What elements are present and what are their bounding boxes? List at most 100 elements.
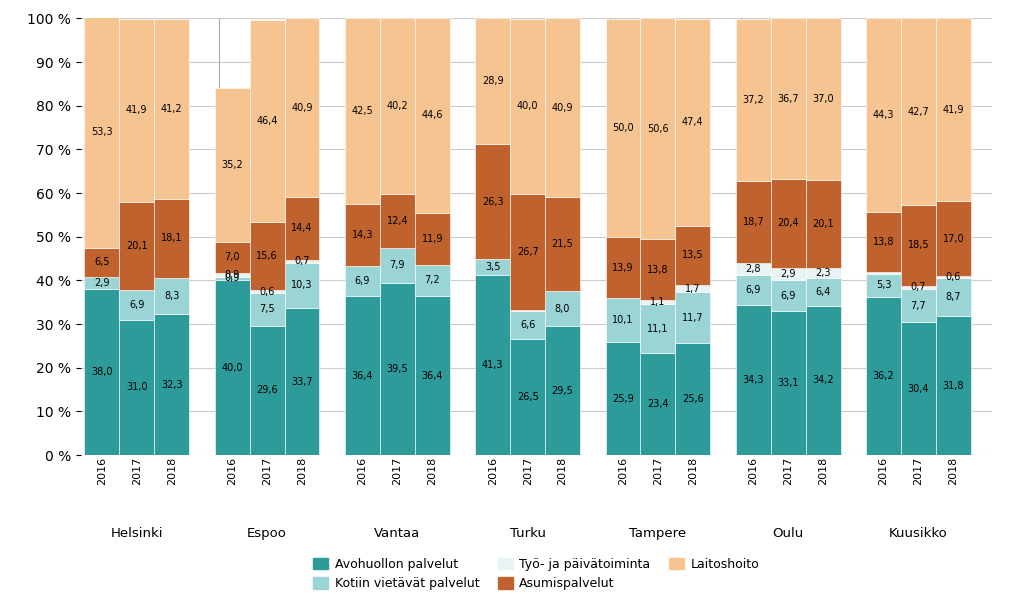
- Text: 50,0: 50,0: [612, 123, 633, 133]
- Bar: [735, 275, 770, 305]
- Text: 42,5: 42,5: [351, 106, 373, 116]
- Text: 40,0: 40,0: [517, 101, 538, 111]
- Text: Turku: Turku: [510, 527, 545, 541]
- Text: 2,3: 2,3: [815, 268, 830, 278]
- Text: 11,7: 11,7: [681, 313, 703, 323]
- Text: 41,9: 41,9: [126, 105, 148, 116]
- Text: 36,4: 36,4: [422, 371, 443, 381]
- Text: 0,9: 0,9: [224, 269, 240, 280]
- Text: 31,0: 31,0: [126, 383, 148, 392]
- Text: 6,6: 6,6: [520, 320, 535, 330]
- Text: 31,8: 31,8: [941, 381, 963, 391]
- Bar: [415, 213, 449, 264]
- Text: 17,0: 17,0: [941, 234, 963, 244]
- Bar: [545, 197, 579, 291]
- Bar: [119, 202, 154, 290]
- Text: 29,5: 29,5: [551, 386, 573, 395]
- Bar: [865, 297, 900, 455]
- Text: 39,5: 39,5: [386, 364, 407, 374]
- Bar: [865, 274, 900, 297]
- Bar: [935, 278, 970, 316]
- Text: 25,6: 25,6: [681, 394, 703, 404]
- Text: 29,6: 29,6: [256, 386, 278, 395]
- Bar: [475, 18, 510, 144]
- Text: 20,1: 20,1: [812, 219, 833, 229]
- Bar: [284, 197, 319, 260]
- Text: 32,3: 32,3: [161, 379, 182, 389]
- Text: 36,7: 36,7: [776, 93, 799, 103]
- Text: 44,3: 44,3: [871, 110, 894, 120]
- Text: 36,2: 36,2: [871, 371, 894, 381]
- Bar: [900, 18, 935, 205]
- Text: 8,0: 8,0: [554, 304, 569, 314]
- Bar: [415, 264, 449, 296]
- Text: 2,8: 2,8: [745, 264, 760, 274]
- Bar: [674, 19, 710, 226]
- Bar: [214, 272, 250, 277]
- Text: 5,3: 5,3: [875, 280, 891, 290]
- Bar: [154, 199, 189, 278]
- Text: 34,3: 34,3: [742, 375, 763, 385]
- Bar: [379, 283, 415, 455]
- Text: 40,0: 40,0: [221, 363, 243, 373]
- Text: 10,3: 10,3: [291, 280, 312, 290]
- Text: 44,6: 44,6: [422, 110, 443, 121]
- Text: 0,7: 0,7: [910, 282, 925, 292]
- Text: 6,5: 6,5: [94, 257, 109, 268]
- Text: Espoo: Espoo: [247, 527, 287, 541]
- Text: 40,9: 40,9: [551, 103, 572, 113]
- Bar: [900, 205, 935, 286]
- Legend: Avohuollon palvelut, Kotiin vietävät palvelut, Työ- ja päivätoiminta, Asumispalv: Avohuollon palvelut, Kotiin vietävät pal…: [308, 553, 763, 595]
- Bar: [510, 194, 545, 310]
- Bar: [84, 15, 119, 248]
- Bar: [284, 18, 319, 197]
- Bar: [475, 260, 510, 275]
- Text: 40,9: 40,9: [291, 103, 312, 113]
- Bar: [770, 18, 805, 179]
- Text: 0,7: 0,7: [294, 256, 309, 266]
- Text: 10,1: 10,1: [612, 315, 633, 325]
- Bar: [805, 306, 840, 455]
- Bar: [415, 296, 449, 455]
- Text: 0,6: 0,6: [944, 272, 960, 282]
- Bar: [250, 20, 284, 223]
- Text: 38,0: 38,0: [91, 367, 112, 377]
- Bar: [735, 305, 770, 455]
- Text: 21,5: 21,5: [551, 239, 573, 249]
- Bar: [345, 18, 379, 204]
- Text: 34,2: 34,2: [812, 375, 833, 386]
- Text: Tampere: Tampere: [629, 527, 685, 541]
- Text: 13,8: 13,8: [646, 264, 668, 274]
- Bar: [770, 268, 805, 280]
- Text: 13,9: 13,9: [612, 263, 633, 272]
- Bar: [900, 286, 935, 288]
- Bar: [805, 278, 840, 306]
- Bar: [154, 314, 189, 455]
- Bar: [84, 289, 119, 455]
- Text: 6,9: 6,9: [355, 276, 370, 286]
- Text: 41,3: 41,3: [481, 360, 503, 370]
- Bar: [735, 181, 770, 263]
- Text: 33,1: 33,1: [776, 378, 798, 388]
- Bar: [119, 19, 154, 202]
- Bar: [935, 18, 970, 201]
- Text: 3,5: 3,5: [484, 262, 500, 272]
- Text: 14,3: 14,3: [352, 230, 373, 240]
- Bar: [475, 275, 510, 455]
- Bar: [284, 308, 319, 455]
- Bar: [935, 201, 970, 276]
- Bar: [379, 194, 415, 248]
- Text: 0,6: 0,6: [259, 287, 275, 297]
- Bar: [510, 311, 545, 339]
- Text: Helsinki: Helsinki: [110, 527, 163, 541]
- Text: 15,6: 15,6: [256, 252, 278, 261]
- Bar: [84, 277, 119, 289]
- Bar: [545, 327, 579, 455]
- Bar: [805, 180, 840, 268]
- Text: 37,0: 37,0: [812, 94, 833, 104]
- Bar: [214, 242, 250, 272]
- Text: 41,9: 41,9: [941, 105, 963, 115]
- Text: Oulu: Oulu: [771, 527, 803, 541]
- Text: 13,8: 13,8: [871, 237, 894, 247]
- Text: 53,3: 53,3: [91, 127, 112, 137]
